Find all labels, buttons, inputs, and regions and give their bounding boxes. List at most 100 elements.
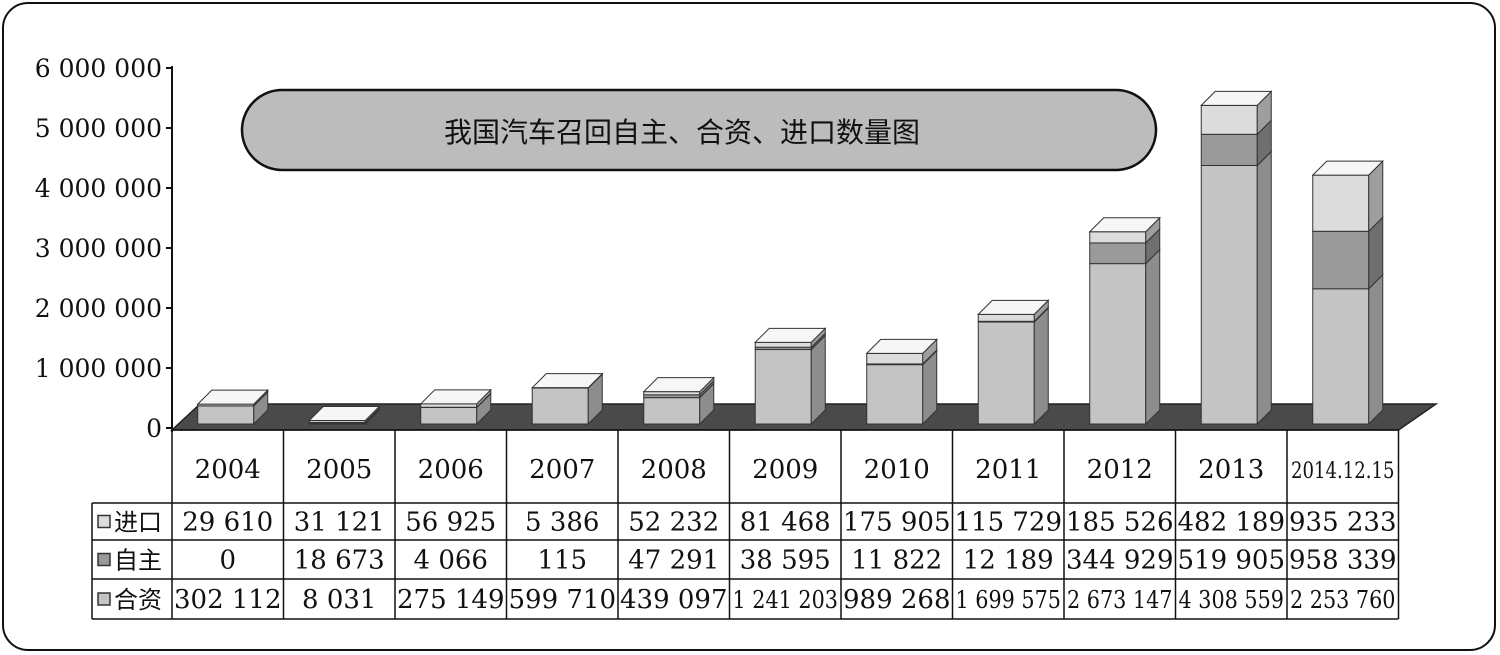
x-category-label: 2009: [752, 455, 818, 485]
bar-segment-合资-2012: [1089, 248, 1161, 426]
data-value-label: 439 097: [620, 585, 728, 615]
x-category-label: 2012: [1087, 455, 1153, 485]
data-value-label: 185 526: [1066, 508, 1174, 538]
data-value-label: 38 595: [740, 546, 831, 576]
bar-front: [866, 364, 924, 425]
bar-segment-进口-2005: [308, 405, 381, 424]
data-value-label: 115: [537, 546, 587, 576]
data-value-label: 175 905: [843, 508, 951, 538]
data-value-label: 81 468: [740, 508, 831, 538]
bar-front: [977, 313, 1035, 322]
y-tick-label: 4 000 000: [35, 174, 162, 203]
legend-series-name: 合资: [114, 586, 162, 614]
bar-top: [865, 338, 938, 354]
bar-top: [308, 406, 381, 422]
data-value-label: 29 610: [182, 508, 273, 538]
data-value-label: 4 066: [414, 546, 488, 576]
legend-series-name: 自主: [114, 547, 162, 575]
bar-top: [196, 389, 269, 405]
bar-front: [1312, 288, 1370, 425]
x-category-label: 2008: [641, 455, 707, 485]
y-tick-label: 5 000 000: [35, 114, 162, 143]
y-tick-label: 0: [146, 414, 162, 443]
bar-front: [1089, 263, 1147, 425]
data-value-label: 11 822: [851, 546, 942, 576]
y-tick-label: 3 000 000: [35, 234, 162, 263]
legend-swatch: [97, 514, 111, 529]
data-value-label: 0: [219, 546, 236, 576]
data-value-label: 935 233: [1289, 508, 1397, 538]
bar-segment-进口-2007: [531, 372, 604, 390]
data-value-label: 599 710: [508, 585, 616, 615]
bar-top: [1311, 160, 1384, 176]
x-category-label: 2014.12.15: [1291, 459, 1395, 484]
y-tick-label: 6 000 000: [35, 54, 162, 83]
bar-front: [643, 397, 701, 425]
bar-top: [754, 327, 827, 343]
title-box: 我国汽车召回自主、合资、进口数量图: [240, 88, 1158, 172]
bar-segment-合资-2007: [531, 372, 603, 426]
legend-swatch: [97, 552, 111, 567]
bar-top: [419, 389, 492, 405]
bar-top: [1088, 217, 1161, 233]
x-category-label: 2006: [418, 455, 484, 485]
bar-front: [420, 406, 478, 425]
y-tick-label: 2 000 000: [35, 294, 162, 323]
bar-segment-进口-2014.12.15: [1311, 159, 1384, 233]
bar-side: [1145, 248, 1161, 426]
bar-side: [1368, 273, 1384, 426]
y-axis: 6 000 000 5 000 000 4 000 000 3 000 000 2 00…: [35, 54, 173, 443]
data-value-label: 31 121: [294, 508, 385, 538]
bar-segment-自主-2013: [1200, 119, 1272, 167]
data-value-label: 4 308 559: [1179, 586, 1285, 614]
bar-front: [531, 387, 589, 425]
data-value-label: 275 149: [397, 585, 505, 615]
bar-top: [531, 373, 604, 389]
y-tick-label: 1 000 000: [35, 354, 162, 383]
data-value-label: 115 729: [954, 508, 1062, 538]
bar-top: [642, 377, 715, 393]
data-value-label: 1 241 203: [733, 586, 839, 614]
bar-side: [1033, 306, 1049, 426]
data-value-label: 302 112: [174, 585, 282, 615]
data-value-label: 52 232: [628, 508, 719, 538]
data-table: 2004 2005 2006 2007 2008 2009 2010 2011 2012 2013…: [91, 429, 1400, 620]
bar-segment-进口-2008: [642, 376, 715, 397]
bar-front: [1200, 133, 1258, 166]
data-value-label: 5 386: [525, 508, 599, 538]
bar-segment-进口-2004: [196, 388, 269, 408]
bar-segment-合资-2004: [197, 390, 269, 426]
data-value-label: 8 031: [302, 585, 376, 615]
bar-front: [754, 349, 812, 425]
bar-segment-合资-2006: [420, 392, 492, 426]
data-value-label: 1 699 575: [956, 586, 1062, 614]
bar-front: [977, 321, 1035, 425]
bar-side: [810, 334, 826, 426]
bar-front: [197, 405, 255, 425]
x-category-label: 2011: [975, 455, 1041, 485]
bar-front: [754, 341, 812, 348]
data-value-label: 519 905: [1177, 546, 1285, 576]
bar-segment-自主-2014.12.15: [1312, 216, 1384, 290]
x-category-label: 2004: [195, 455, 261, 485]
x-category-label: 2007: [529, 455, 595, 485]
bar-front: [866, 352, 924, 365]
bar-segment-进口-2012: [1088, 216, 1161, 245]
bar-side: [1256, 150, 1272, 426]
bar-front: [1200, 164, 1258, 425]
bar-segment-合资-2008: [643, 382, 715, 426]
bar-segment-合资-2011: [977, 306, 1049, 426]
bar-segment-进口-2011: [977, 299, 1050, 323]
data-value-label: 47 291: [628, 546, 719, 576]
data-value-label: 56 925: [405, 508, 496, 538]
bar-segment-合资-2010: [866, 349, 938, 426]
bar-top: [1200, 90, 1273, 106]
data-value-label: 482 189: [1177, 508, 1285, 538]
bar-front: [1312, 230, 1370, 290]
chart-title: 我国汽车召回自主、合资、进口数量图: [444, 116, 920, 149]
bar-front: [1200, 104, 1258, 135]
data-value-label: 989 268: [843, 585, 951, 615]
bar-segment-合资-2013: [1200, 150, 1272, 426]
